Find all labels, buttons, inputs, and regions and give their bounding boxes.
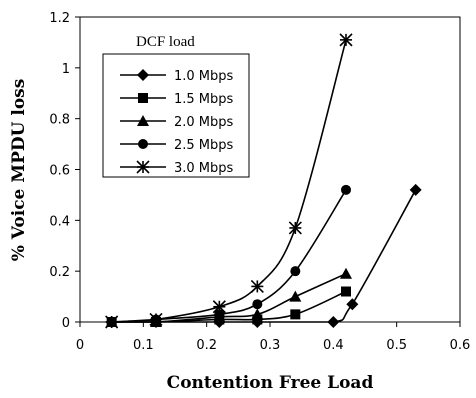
x-tick-label: 0.1	[133, 338, 154, 353]
data-point-triangle	[340, 267, 352, 279]
legend-marker-square	[138, 93, 148, 103]
x-tick-label: 0	[76, 338, 84, 353]
legend-label: 2.5 Mbps	[174, 138, 234, 153]
data-point-diamond	[327, 316, 340, 328]
y-axis-title: % Voice MPDU loss	[9, 79, 29, 262]
data-point-square	[341, 286, 351, 297]
legend-title: DCF load	[136, 34, 195, 50]
legend-item: 3.0 Mbps	[120, 160, 234, 176]
legend-marker-triangle	[137, 115, 149, 126]
y-tick-label: 0.2	[49, 265, 70, 280]
y-tick-label: 1	[62, 62, 70, 77]
legend-label: 1.0 Mbps	[174, 69, 234, 84]
y-tick-label: 1.2	[49, 11, 70, 26]
series-3-0-mbps	[105, 33, 353, 329]
y-tick-label: 0.4	[49, 214, 70, 229]
data-point-star	[250, 279, 264, 293]
y-tick-label: 0	[62, 316, 70, 331]
x-axis-ticks: 0 0.1 0.2 0.3 0.4 0.5 0.6	[76, 322, 470, 353]
series-layer	[105, 33, 422, 329]
legend-item: 2.5 Mbps	[120, 138, 234, 153]
x-tick-label: 0.4	[323, 338, 344, 353]
legend-item: 1.5 Mbps	[120, 92, 234, 107]
legend-items: 1.0 Mbps 1.5 Mbps 2.0 Mbps 2.5 Mbps 3.0 Mbps	[120, 69, 234, 176]
data-point-star	[339, 33, 353, 47]
data-point-square	[252, 314, 263, 325]
y-axis-ticks: 0 0.2 0.4 0.6 0.8 1 1.2	[49, 11, 80, 331]
x-tick-label: 0.2	[196, 338, 217, 353]
series-line	[111, 272, 347, 323]
legend-label: 2.0 Mbps	[174, 115, 234, 130]
data-point-square	[290, 309, 301, 320]
legend-item: 2.0 Mbps	[120, 115, 234, 130]
data-point-triangle	[289, 290, 302, 302]
data-point-star	[288, 221, 302, 235]
data-point-circle	[341, 184, 351, 195]
legend-item: 1.0 Mbps	[120, 69, 234, 84]
data-point-star	[212, 300, 226, 314]
y-tick-label: 0.6	[49, 164, 70, 179]
x-tick-label: 0.5	[386, 338, 407, 353]
x-tick-label: 0.3	[260, 338, 281, 353]
data-point-star	[149, 312, 163, 327]
data-point-triangle	[251, 308, 264, 320]
data-point-circle	[214, 309, 225, 320]
data-point-circle	[290, 266, 301, 277]
legend-label: 3.0 Mbps	[174, 161, 234, 176]
legend-marker-star	[136, 160, 150, 174]
x-tick-label: 0.6	[450, 338, 471, 353]
x-axis-title: Contention Free Load	[167, 373, 374, 393]
legend: DCF load 1.0 Mbps 1.5 Mbps 2.0 Mbps 2.5 Mbp…	[102, 34, 250, 178]
legend-label: 1.5 Mbps	[174, 92, 234, 107]
data-point-diamond	[346, 298, 359, 311]
legend-marker-diamond	[137, 69, 149, 81]
data-point-diamond	[409, 183, 422, 196]
data-point-star	[105, 315, 119, 329]
data-point-circle	[252, 299, 263, 310]
y-tick-label: 0.8	[49, 113, 70, 128]
legend-marker-circle	[138, 139, 148, 149]
